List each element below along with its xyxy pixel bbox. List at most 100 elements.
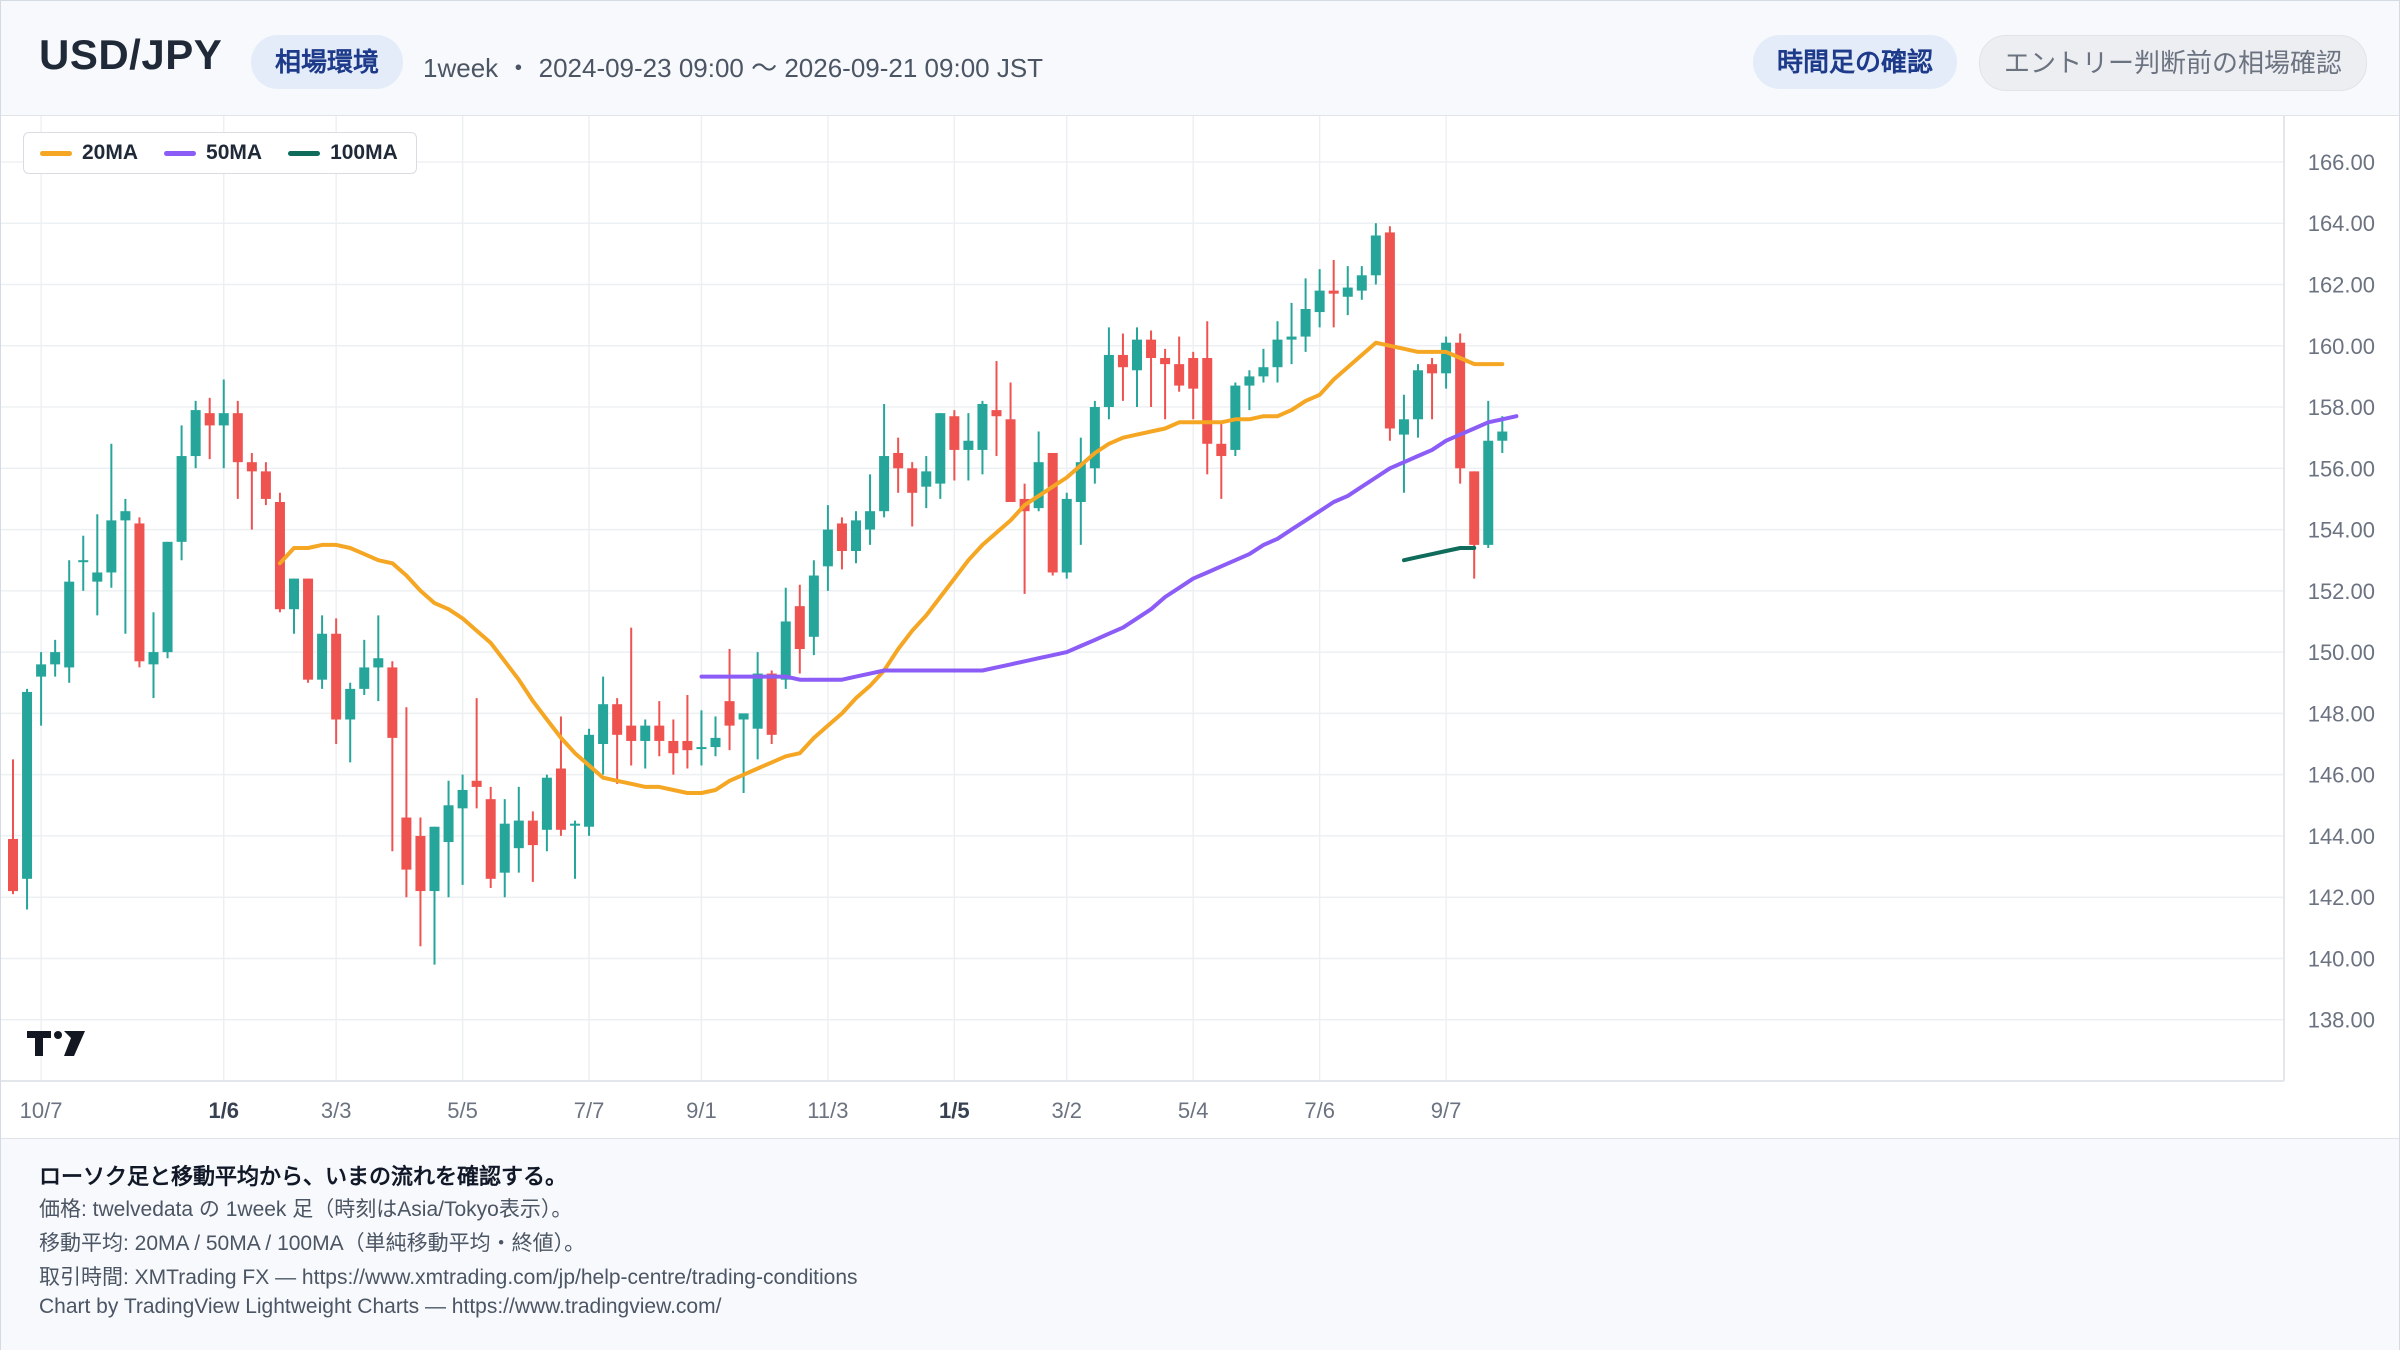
time-tick-label: 9/1 bbox=[686, 1098, 717, 1123]
price-tick-label: 152.00 bbox=[2308, 579, 2375, 604]
candle bbox=[443, 780, 454, 898]
ma50-line bbox=[699, 414, 1519, 682]
candle-body bbox=[106, 520, 117, 573]
candle-body bbox=[8, 838, 18, 892]
candle-body bbox=[626, 725, 637, 741]
candle-body bbox=[22, 691, 33, 879]
ma20-line bbox=[277, 340, 1505, 795]
time-tick-label: 9/7 bbox=[1431, 1098, 1462, 1123]
candle-body bbox=[457, 789, 468, 809]
candle bbox=[485, 786, 496, 888]
candle-body bbox=[1202, 358, 1213, 444]
candle-body bbox=[1455, 342, 1466, 469]
candle-body bbox=[1497, 431, 1508, 441]
candle-body bbox=[766, 673, 777, 735]
candle-body bbox=[176, 456, 187, 542]
candle-body bbox=[991, 410, 1002, 417]
candle-body bbox=[879, 456, 890, 512]
candle-body bbox=[162, 541, 173, 653]
candle bbox=[359, 639, 370, 695]
time-tick-label: 5/5 bbox=[447, 1098, 478, 1123]
candle bbox=[1356, 266, 1367, 300]
candle-body bbox=[190, 410, 201, 457]
candle-body bbox=[1047, 452, 1058, 573]
candle bbox=[1314, 269, 1325, 328]
candle-body bbox=[1314, 290, 1325, 313]
candle bbox=[808, 560, 819, 656]
candle-body bbox=[949, 416, 960, 450]
candle bbox=[218, 379, 229, 469]
candle bbox=[1398, 394, 1409, 493]
candle bbox=[513, 786, 524, 873]
candle bbox=[22, 688, 33, 910]
moving-averages bbox=[277, 340, 1519, 795]
tradingview-logo[interactable] bbox=[27, 1031, 85, 1056]
candle bbox=[865, 474, 876, 545]
candle-body bbox=[1160, 358, 1171, 365]
timeframe-check-button[interactable]: 時間足の確認 bbox=[1753, 35, 1958, 89]
time-tick-label: 7/7 bbox=[574, 1098, 605, 1123]
chart-area[interactable]: 166.00 164.00 162.00 160.00 158.00 156.00 154.… bbox=[1, 116, 2399, 1138]
candle-body bbox=[232, 413, 243, 463]
candle bbox=[429, 826, 440, 965]
candle bbox=[1019, 483, 1030, 594]
candle-body bbox=[1117, 354, 1128, 368]
candle-body bbox=[1216, 443, 1227, 457]
entry-check-button[interactable]: エントリー判断前の相場確認 bbox=[1979, 35, 2368, 91]
candle bbox=[78, 535, 89, 591]
candle bbox=[893, 437, 904, 493]
price-tick-label: 140.00 bbox=[2308, 946, 2375, 971]
candle bbox=[1047, 452, 1058, 576]
candle bbox=[696, 710, 707, 766]
candle-body bbox=[415, 835, 426, 892]
candlestick-chart[interactable]: 166.00 164.00 162.00 160.00 158.00 156.00 154.… bbox=[1, 116, 2399, 1138]
candle bbox=[204, 397, 215, 460]
candle-body bbox=[1033, 462, 1044, 509]
candle-body bbox=[1244, 376, 1255, 386]
candle bbox=[780, 587, 791, 689]
time-tick-label: 5/4 bbox=[1178, 1098, 1209, 1123]
chart-footer: ローソク足と移動平均から、いまの流れを確認する。 価格: twelvedata … bbox=[1, 1138, 2399, 1350]
price-tick-label: 160.00 bbox=[2308, 334, 2375, 359]
legend-swatch-20ma bbox=[40, 150, 72, 156]
candle-body bbox=[373, 658, 384, 668]
candles bbox=[8, 223, 1508, 965]
price-tick-label: 164.00 bbox=[2308, 211, 2375, 236]
candle-body bbox=[752, 673, 763, 729]
candle-body bbox=[78, 560, 89, 563]
candle-body bbox=[92, 572, 103, 582]
candle bbox=[612, 698, 623, 784]
candle-body bbox=[1427, 364, 1438, 374]
candle-body bbox=[836, 523, 847, 552]
candle-body bbox=[359, 667, 370, 689]
candle-body bbox=[317, 633, 328, 680]
candle bbox=[794, 584, 805, 674]
candle-body bbox=[1005, 419, 1016, 502]
candle-body bbox=[260, 471, 271, 499]
candle-body bbox=[1469, 471, 1480, 545]
candle-body bbox=[738, 713, 749, 720]
candle bbox=[1286, 302, 1297, 365]
candle bbox=[387, 661, 398, 852]
footer-trading-hours: 取引時間: XMTrading FX — https://www.xmtradi… bbox=[39, 1266, 858, 1289]
candle bbox=[1216, 422, 1227, 499]
candle-body bbox=[1258, 367, 1269, 377]
candle-body bbox=[1483, 440, 1494, 545]
candle-body bbox=[246, 462, 257, 472]
period-range: 1week ・ 2024-09-23 09:00 〜 2026-09-21 09… bbox=[423, 53, 1044, 83]
candle bbox=[134, 517, 145, 668]
candle-body bbox=[1328, 290, 1339, 294]
candle-body bbox=[612, 704, 623, 735]
candle bbox=[977, 400, 988, 475]
context-badge: 相場環境 bbox=[251, 35, 404, 89]
time-tick-label: 3/2 bbox=[1051, 1098, 1082, 1123]
candle-body bbox=[1441, 342, 1452, 374]
candle-body bbox=[893, 452, 904, 469]
candle bbox=[1370, 223, 1381, 285]
candle bbox=[1469, 471, 1480, 579]
footer-lead: ローソク足と移動平均から、いまの流れを確認する。 bbox=[39, 1164, 568, 1189]
candle bbox=[626, 627, 637, 766]
candle bbox=[654, 701, 665, 757]
candle bbox=[36, 652, 47, 726]
